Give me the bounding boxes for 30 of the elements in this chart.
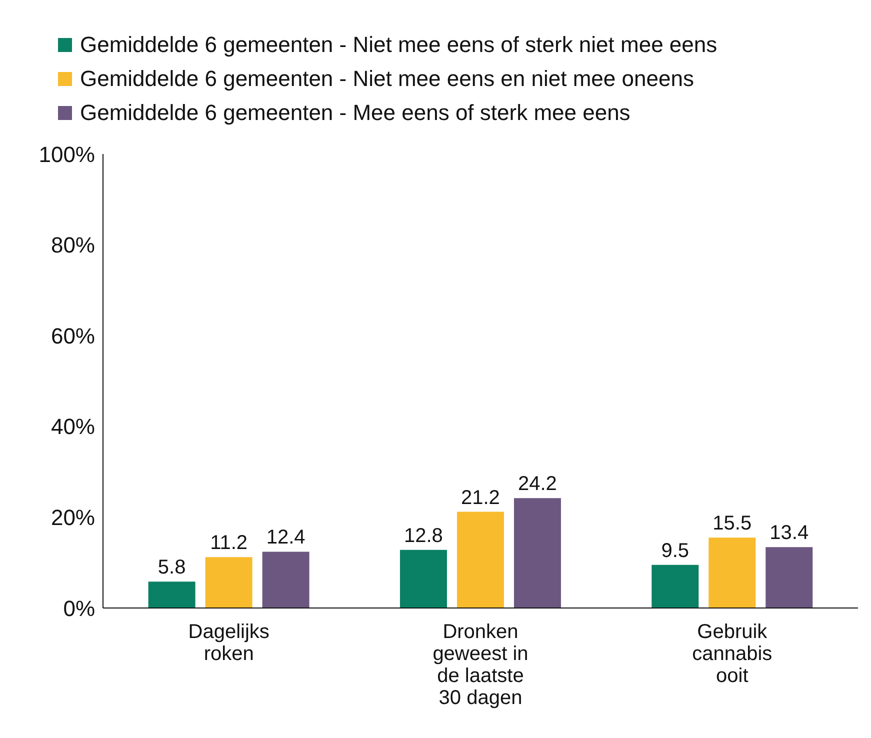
y-tick-label: 80% <box>50 232 95 258</box>
bar <box>456 512 504 608</box>
data-label: 12.4 <box>266 526 306 549</box>
bar <box>148 582 196 608</box>
bar <box>652 564 699 608</box>
x-tick-label: Dagelijks roken <box>188 621 270 665</box>
legend-label: Gemiddelde 6 gemeenten - Niet mee eens of sterk niet mee eens <box>80 32 718 58</box>
bar <box>262 552 310 608</box>
data-label: 12.8 <box>404 524 443 547</box>
y-tick-label: 60% <box>50 323 95 348</box>
data-label: 11.2 <box>210 532 248 554</box>
data-label: 9.5 <box>661 540 690 562</box>
data-label: 5.8 <box>158 556 186 579</box>
bar <box>708 538 756 608</box>
bar <box>514 498 561 608</box>
data-label: 24.2 <box>518 473 557 496</box>
bar <box>205 557 252 608</box>
y-tick-label: 0% <box>63 596 95 621</box>
data-label: 15.5 <box>712 512 752 535</box>
data-label: 13.4 <box>770 522 809 544</box>
legend-label: Gemiddelde 6 gemeenten - Mee eens of sterk mee eens <box>80 100 630 126</box>
y-tick-label: 100% <box>38 142 95 167</box>
data-label: 21.2 <box>461 486 500 509</box>
x-tick-label: Dronken geweest in de laatste 30 dagen <box>432 621 528 709</box>
legend-label: Gemiddelde 6 gemeenten - Niet mee eens en niet mee oneens <box>80 66 694 92</box>
bar <box>766 547 813 608</box>
y-tick-label: 20% <box>50 505 95 530</box>
x-tick-label: Gebruik cannabis ooit <box>692 621 772 687</box>
bar <box>400 550 447 608</box>
y-tick-label: 40% <box>50 414 95 440</box>
